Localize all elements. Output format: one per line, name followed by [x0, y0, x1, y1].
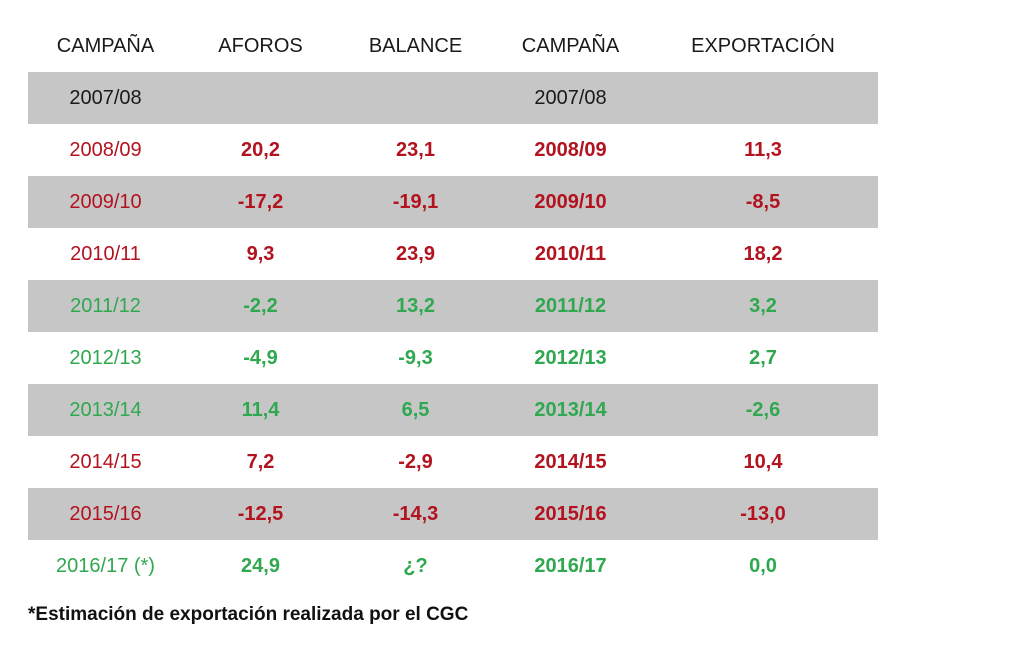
header-balance: BALANCE — [368, 34, 463, 57]
header-campana-2: CAMPAÑA — [521, 34, 620, 57]
cell-exportacion: 3,2 — [749, 294, 777, 317]
cell-exportacion: 2,7 — [749, 346, 777, 369]
table-row: 2008/09 20,2 23,1 2008/09 11,3 — [28, 124, 878, 176]
table-row: 2015/16 -12,5 -14,3 2015/16 -13,0 — [28, 488, 878, 540]
cell-balance: 6,5 — [401, 398, 430, 421]
cell-campana: 2008/09 — [69, 138, 142, 161]
cell-aforos: 24,9 — [241, 554, 280, 577]
cell-exportacion: -2,6 — [745, 398, 781, 421]
cell-campana: 2016/17 (*) — [56, 554, 155, 577]
cell-balance: 13,2 — [396, 294, 435, 317]
cell-campana: 2007/08 — [69, 86, 142, 109]
table-row: 2007/08 2007/08 — [28, 72, 878, 124]
cell-aforos: 7,2 — [246, 450, 275, 473]
table-row: 2016/17 (*) 24,9 ¿? 2016/17 0,0 — [28, 540, 878, 592]
cell-exportacion: 10,4 — [743, 450, 783, 473]
table-row: 2011/12 -2,2 13,2 2011/12 3,2 — [28, 280, 878, 332]
cell-balance: 23,9 — [396, 242, 435, 265]
footnote: *Estimación de exportación realizada por… — [28, 604, 469, 625]
cell-exportacion: 0,0 — [749, 554, 777, 577]
cell-balance: 23,1 — [396, 138, 435, 161]
cell-campana-2: 2010/11 — [534, 242, 607, 265]
cell-exportacion: 18,2 — [743, 242, 783, 265]
cell-campana: 2009/10 — [69, 190, 142, 213]
cell-aforos: -12,5 — [237, 502, 284, 525]
cell-balance: ¿? — [403, 554, 428, 577]
cell-exportacion: -13,0 — [740, 502, 786, 525]
table-body: 2007/08 2007/08 2008/09 20,2 23,1 2008/09 11,3… — [28, 72, 878, 592]
cell-campana-2: 2008/09 — [534, 138, 607, 161]
cell-campana: 2012/13 — [69, 346, 142, 369]
cell-balance: -19,1 — [392, 190, 439, 213]
cell-campana: 2010/11 — [70, 242, 141, 265]
header-exportacion: EXPORTACIÓN — [691, 34, 835, 57]
cell-campana: 2013/14 — [69, 398, 142, 421]
table-row: 2014/15 7,2 -2,9 2014/15 10,4 — [28, 436, 878, 488]
cell-aforos: 9,3 — [246, 242, 275, 265]
cell-aforos: -2,2 — [243, 294, 278, 317]
cell-campana-2: 2014/15 — [534, 450, 607, 473]
cell-campana-2: 2012/13 — [534, 346, 607, 369]
cell-campana-2: 2007/08 — [534, 86, 607, 109]
cell-aforos: 11,4 — [241, 398, 280, 421]
cell-campana: 2014/15 — [69, 450, 142, 473]
cell-balance: -2,9 — [398, 450, 433, 473]
header-campana: CAMPAÑA — [56, 34, 155, 57]
cell-balance: -9,3 — [398, 346, 433, 369]
cell-campana-2: 2013/14 — [534, 398, 607, 421]
table-row: 2010/11 9,3 23,9 2010/11 18,2 — [28, 228, 878, 280]
table-row: 2013/14 11,4 6,5 2013/14 -2,6 — [28, 384, 878, 436]
cell-campana-2: 2011/12 — [534, 294, 607, 317]
table-header-row: CAMPAÑA AFOROS BALANCE CAMPAÑA EXPORTACI… — [28, 20, 878, 72]
header-aforos: AFOROS — [218, 34, 303, 57]
cell-campana-2: 2009/10 — [534, 190, 607, 213]
cell-exportacion: 11,3 — [744, 138, 782, 161]
cell-campana: 2011/12 — [70, 294, 141, 317]
cell-aforos: -17,2 — [237, 190, 284, 213]
table-row: 2012/13 -4,9 -9,3 2012/13 2,7 — [28, 332, 878, 384]
cell-aforos: 20,2 — [241, 138, 280, 161]
table-row: 2009/10 -17,2 -19,1 2009/10 -8,5 — [28, 176, 878, 228]
cell-campana: 2015/16 — [69, 502, 142, 525]
data-table: CAMPAÑA AFOROS BALANCE CAMPAÑA EXPORTACI… — [28, 20, 878, 592]
cell-aforos: -4,9 — [243, 346, 278, 369]
cell-campana-2: 2016/17 — [534, 554, 607, 577]
cell-campana-2: 2015/16 — [534, 502, 607, 525]
cell-balance: -14,3 — [392, 502, 439, 525]
cell-exportacion: -8,5 — [745, 190, 781, 213]
